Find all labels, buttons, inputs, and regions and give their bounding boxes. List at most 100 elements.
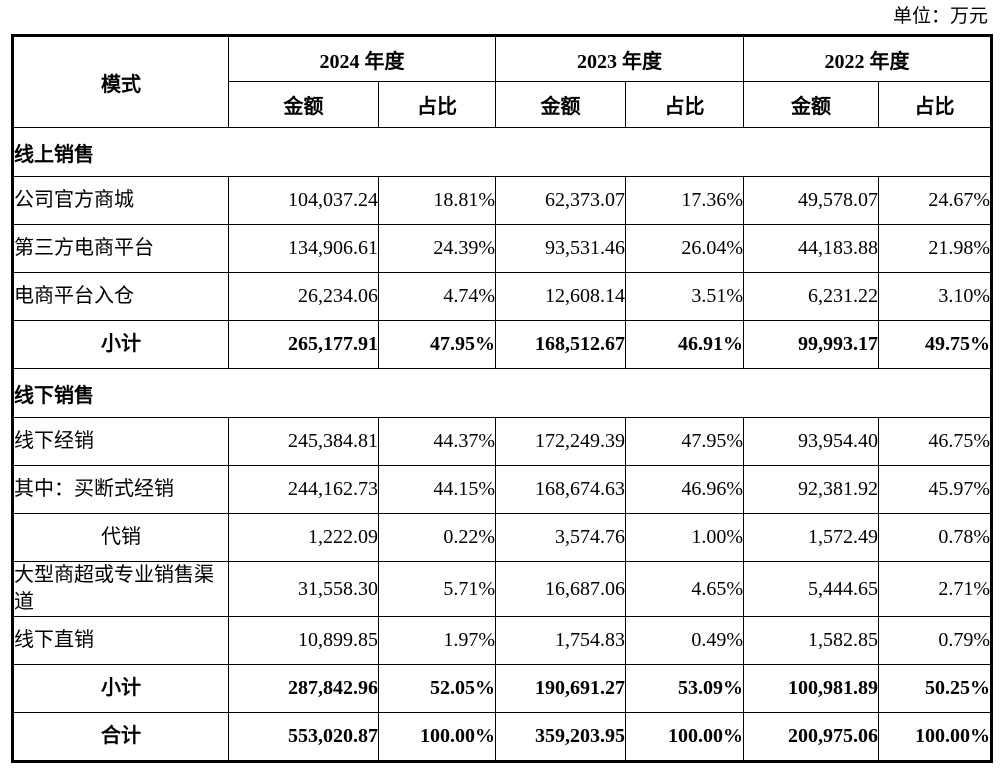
percent-cell: 24.67% (878, 176, 992, 225)
amount-cell: 190,691.27 (495, 664, 626, 713)
section-row: 线上销售 (12, 127, 992, 177)
percent-cell: 0.79% (878, 616, 992, 665)
col-header-year-2022: 2022 年度 (743, 35, 992, 82)
amount-cell: 100,981.89 (743, 664, 879, 713)
col-header-share-2022: 占比 (878, 81, 992, 128)
percent-cell: 0.22% (378, 513, 496, 562)
amount-cell: 287,842.96 (228, 664, 379, 713)
col-header-amount-2022: 金额 (743, 81, 879, 128)
amount-cell: 16,687.06 (495, 561, 626, 617)
col-header-amount-2023: 金额 (495, 81, 626, 128)
amount-cell: 62,373.07 (495, 176, 626, 225)
percent-cell: 0.78% (878, 513, 992, 562)
row-label: 代销 (12, 513, 229, 562)
row-label: 小计 (12, 320, 229, 369)
amount-cell: 6,231.22 (743, 272, 879, 321)
amount-cell: 200,975.06 (743, 712, 879, 762)
percent-cell: 100.00% (625, 712, 744, 762)
data-row: 其中：买断式经销 244,162.73 44.15% 168,674.63 46.96%… (12, 465, 992, 514)
percent-cell: 5.71% (378, 561, 496, 617)
row-label: 其中：买断式经销 (12, 465, 229, 514)
amount-cell: 49,578.07 (743, 176, 879, 225)
row-label: 线下直销 (12, 616, 229, 665)
col-header-share-2024: 占比 (378, 81, 496, 128)
percent-cell: 24.39% (378, 224, 496, 273)
col-header-mode: 模式 (12, 35, 229, 128)
amount-cell: 26,234.06 (228, 272, 379, 321)
section-label: 线下销售 (12, 368, 992, 418)
amount-cell: 1,222.09 (228, 513, 379, 562)
percent-cell: 47.95% (378, 320, 496, 369)
amount-cell: 12,608.14 (495, 272, 626, 321)
col-header-amount-2024: 金额 (228, 81, 379, 128)
section-label: 线上销售 (12, 127, 992, 177)
table-body: 线上销售 公司官方商城 104,037.24 18.81% 62,373.07 17.36… (12, 127, 992, 762)
amount-cell: 265,177.91 (228, 320, 379, 369)
percent-cell: 50.25% (878, 664, 992, 713)
data-row: 线下经销 245,384.81 44.37% 172,249.39 47.95% 93,9… (12, 417, 992, 466)
percent-cell: 100.00% (878, 712, 992, 762)
subtotal-row: 小计 265,177.91 47.95% 168,512.67 46.91% 99,993… (12, 320, 992, 369)
col-header-year-2024: 2024 年度 (228, 35, 496, 82)
data-row: 线下直销 10,899.85 1.97% 1,754.83 0.49% 1,582.85 0… (12, 616, 992, 665)
unit-label: 单位：万元 (892, 6, 988, 27)
percent-cell: 47.95% (625, 417, 744, 466)
percent-cell: 53.09% (625, 664, 744, 713)
amount-cell: 1,582.85 (743, 616, 879, 665)
col-header-share-2023: 占比 (625, 81, 744, 128)
percent-cell: 46.91% (625, 320, 744, 369)
subtotal-row: 小计 287,842.96 52.05% 190,691.27 53.09% 100,98… (12, 664, 992, 713)
amount-cell: 93,954.40 (743, 417, 879, 466)
amount-cell: 1,754.83 (495, 616, 626, 665)
amount-cell: 92,381.92 (743, 465, 879, 514)
table-header: 模式 2024 年度 2023 年度 2022 年度 金额 占比 金额 占比 金… (12, 35, 992, 128)
row-label: 合计 (12, 712, 229, 762)
data-row: 公司官方商城 104,037.24 18.81% 62,373.07 17.36% 49,… (12, 176, 992, 225)
col-header-year-2023: 2023 年度 (495, 35, 744, 82)
amount-cell: 359,203.95 (495, 712, 626, 762)
amount-cell: 244,162.73 (228, 465, 379, 514)
amount-cell: 1,572.49 (743, 513, 879, 562)
percent-cell: 4.74% (378, 272, 496, 321)
amount-cell: 104,037.24 (228, 176, 379, 225)
data-row: 大型商超或专业销售渠道 31,558.30 5.71% 16,687.06 4.65% 5… (12, 561, 992, 617)
percent-cell: 45.97% (878, 465, 992, 514)
percent-cell: 100.00% (378, 712, 496, 762)
percent-cell: 18.81% (378, 176, 496, 225)
section-row: 线下销售 (12, 368, 992, 418)
percent-cell: 46.96% (625, 465, 744, 514)
amount-cell: 99,993.17 (743, 320, 879, 369)
amount-cell: 5,444.65 (743, 561, 879, 617)
amount-cell: 168,674.63 (495, 465, 626, 514)
total-row: 合计 553,020.87 100.00% 359,203.95 100.00% 200,… (12, 712, 992, 762)
header-row-measures: 金额 占比 金额 占比 金额 占比 (13, 81, 992, 128)
percent-cell: 52.05% (378, 664, 496, 713)
percent-cell: 49.75% (878, 320, 992, 369)
row-label: 电商平台入仓 (12, 272, 229, 321)
row-label: 大型商超或专业销售渠道 (12, 561, 229, 617)
percent-cell: 26.04% (625, 224, 744, 273)
percent-cell: 3.51% (625, 272, 744, 321)
data-row: 第三方电商平台 134,906.61 24.39% 93,531.46 26.04% 44… (12, 224, 992, 273)
percent-cell: 17.36% (625, 176, 744, 225)
amount-cell: 553,020.87 (228, 712, 379, 762)
percent-cell: 2.71% (878, 561, 992, 617)
percent-cell: 44.15% (378, 465, 496, 514)
data-row: 代销 1,222.09 0.22% 3,574.76 1.00% 1,572.49 0.78… (12, 513, 992, 562)
percent-cell: 1.00% (625, 513, 744, 562)
sales-mode-table: 模式 2024 年度 2023 年度 2022 年度 金额 占比 金额 占比 金… (11, 34, 993, 763)
amount-cell: 134,906.61 (228, 224, 379, 273)
percent-cell: 0.49% (625, 616, 744, 665)
header-row-years: 模式 2024 年度 2023 年度 2022 年度 (12, 35, 992, 128)
percent-cell: 3.10% (878, 272, 992, 321)
row-label: 第三方电商平台 (12, 224, 229, 273)
percent-cell: 21.98% (878, 224, 992, 273)
row-label: 公司官方商城 (12, 176, 229, 225)
amount-cell: 31,558.30 (228, 561, 379, 617)
amount-cell: 93,531.46 (495, 224, 626, 273)
amount-cell: 172,249.39 (495, 417, 626, 466)
amount-cell: 3,574.76 (495, 513, 626, 562)
percent-cell: 4.65% (625, 561, 744, 617)
percent-cell: 1.97% (378, 616, 496, 665)
